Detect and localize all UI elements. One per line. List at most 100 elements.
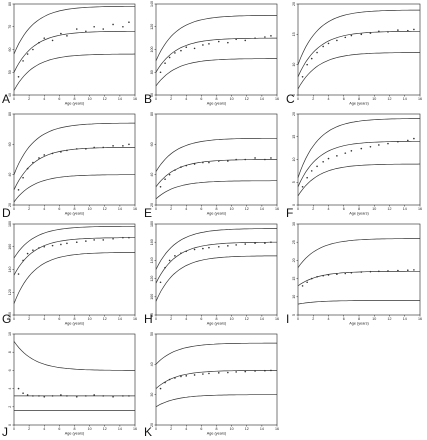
x-tick-label: 0 [13,427,15,431]
data-point [51,39,54,42]
x-tick-label: 2 [170,97,172,101]
plot-frame [13,113,136,206]
data-point [128,395,130,397]
data-point [327,42,330,45]
x-tick-label: 10 [88,317,92,321]
chart-h-svg: 0 2 4 6 8 10 12 14 16 80 100 120 140 160 180 Age (years… [150,221,279,326]
x-tick-label: 8 [74,207,76,211]
data-point [264,158,266,161]
x-axis-label: Age (years) [207,212,227,216]
data-point [264,36,266,38]
x-tick-label: 8 [216,317,218,321]
x-tick-label: 10 [372,317,376,321]
y-tick-label: 25 [292,240,296,244]
data-point [407,269,409,272]
data-point [387,31,389,33]
x-tick-label: 2 [312,317,314,321]
data-point [336,39,338,42]
data-point [128,21,130,24]
x-tick-label: 6 [343,97,345,101]
x-axis-label: Age (years) [65,212,85,216]
data-point [66,149,68,152]
data-point [244,158,247,161]
data-point [168,259,171,262]
y-tick-label: 30 [292,222,296,226]
chart-a-svg: 0 2 4 6 8 10 12 14 16 40 50 60 70 80 Age (years) [8,2,137,106]
y-tick-label: 100 [150,294,154,300]
x-tick-label: 2 [28,97,30,101]
plot-frame [155,223,278,316]
x-tick-label: 0 [155,427,157,431]
panel-g: 0 2 4 6 8 10 12 14 16 100 120 140 160 180 Age (years) … [0,220,142,330]
data-point [75,395,78,398]
data-point [235,244,237,246]
y-tick-label: 20 [292,2,296,6]
y-tick-label: 40 [150,173,154,177]
y-tick-label: 0 [292,204,296,206]
x-tick-label: 4 [328,97,330,101]
panel-letter-e: E [144,206,153,220]
centile-curve-median [155,159,277,188]
data-point [112,237,114,240]
y-tick-label: 50 [150,332,154,336]
x-tick-label: 12 [103,207,107,211]
data-point [369,270,372,273]
centile-curve-lower [297,163,421,197]
x-axis-label: Age (years) [349,322,369,326]
data-point [43,395,46,398]
x-tick-label: 6 [343,207,345,211]
y-tick-label: 80 [8,112,12,116]
data-point [22,176,24,179]
chart-e-svg: 0 2 4 6 8 10 12 14 16 20 40 60 80 Age (years) [150,112,279,216]
data-point [413,269,415,271]
data-point [164,62,166,64]
x-tick-label: 4 [328,317,330,321]
data-point [66,35,68,37]
data-point [369,145,372,148]
x-tick-label: 4 [185,427,187,431]
y-tick-label: 60 [150,142,154,146]
y-tick-label: 80 [150,112,154,116]
data-point [102,146,105,149]
data-point [32,249,34,251]
y-tick-label: 30 [150,393,154,397]
data-point [217,160,220,162]
panel-letter-f: F [286,206,294,220]
data-point [174,255,176,257]
y-tick-label: 15 [292,32,296,36]
centile-curve-upper [13,225,135,259]
x-axis-label: Age (years) [65,432,85,436]
y-tick-label: 4 [8,388,12,390]
centile-curve-lower [155,394,277,408]
x-tick-label: 2 [28,207,30,211]
y-tick-label: 120 [150,276,154,282]
data-point [75,241,78,243]
x-tick-label: 6 [200,207,202,211]
x-tick-label: 10 [230,207,234,211]
data-point [336,273,338,276]
y-tick-label: 60 [8,48,12,52]
data-point [128,143,130,146]
data-point [164,381,166,384]
x-tick-label: 0 [13,207,15,211]
panel-c: 0 2 4 6 8 10 12 14 16 5 10 15 20 Age (years) C [284,0,427,110]
x-tick-label: 6 [58,97,60,101]
x-tick-label: 4 [43,427,45,431]
x-tick-label: 16 [275,427,279,431]
x-tick-label: 2 [312,207,314,211]
y-tick-label: 10 [292,63,296,67]
data-point [397,269,399,272]
x-tick-label: 10 [230,317,234,321]
x-tick-label: 12 [388,97,392,101]
data-point [159,387,162,390]
y-tick-label: 0 [8,424,12,426]
x-tick-label: 16 [133,97,137,101]
data-point [22,60,24,62]
y-tick-label: 180 [8,221,12,227]
x-tick-label: 14 [118,317,122,321]
data-point [93,394,95,396]
x-tick-label: 8 [216,97,218,101]
data-point [397,140,399,143]
x-tick-label: 10 [88,97,92,101]
x-tick-label: 0 [297,97,299,101]
